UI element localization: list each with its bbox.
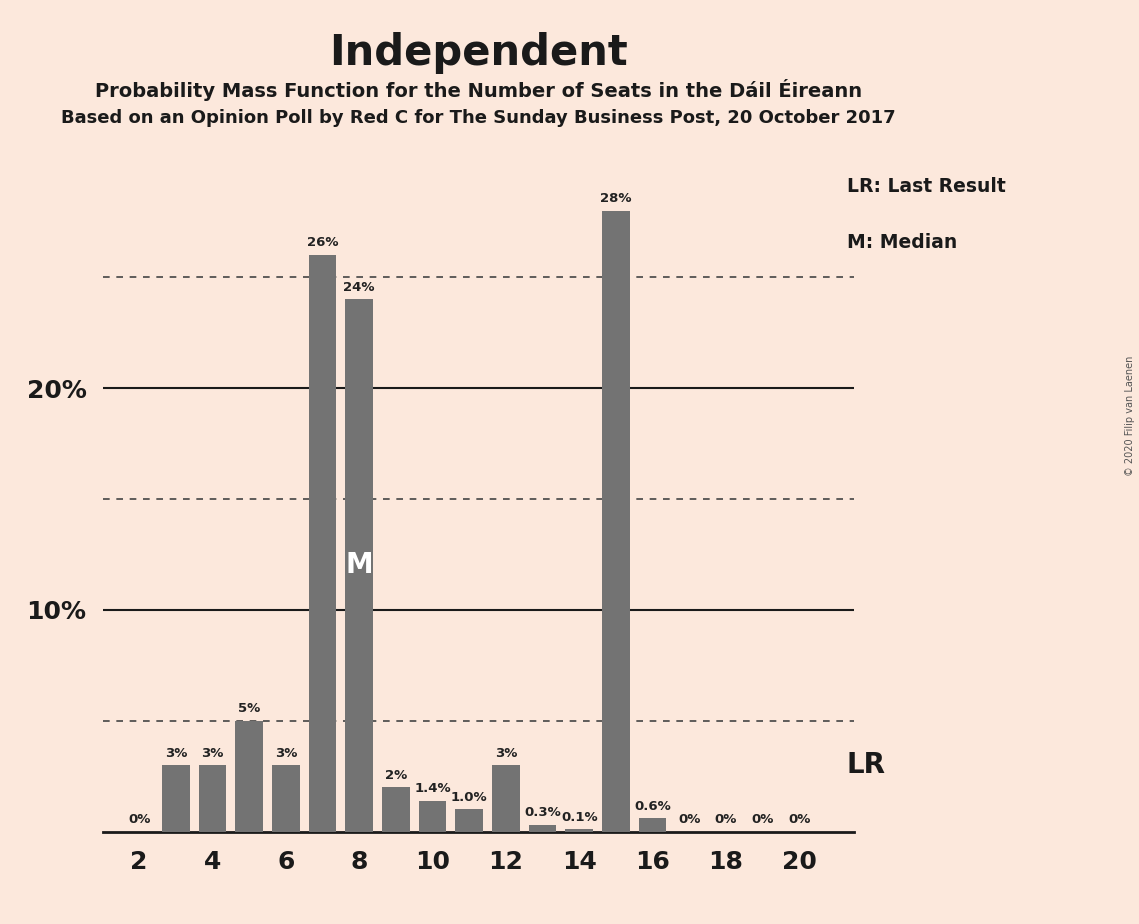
Text: 0.1%: 0.1%: [560, 811, 598, 824]
Text: 5%: 5%: [238, 702, 261, 715]
Bar: [419, 800, 446, 832]
Text: 0.3%: 0.3%: [524, 807, 560, 820]
Text: 0%: 0%: [752, 813, 773, 826]
Text: Probability Mass Function for the Number of Seats in the Dáil Éireann: Probability Mass Function for the Number…: [95, 79, 862, 101]
Bar: [309, 255, 336, 832]
Text: 0%: 0%: [678, 813, 700, 826]
Bar: [272, 765, 300, 832]
Text: LR: Last Result: LR: Last Result: [847, 177, 1006, 197]
Text: 1.0%: 1.0%: [451, 791, 487, 804]
Bar: [199, 765, 227, 832]
Bar: [236, 721, 263, 832]
Bar: [565, 830, 593, 832]
Text: 28%: 28%: [600, 192, 632, 205]
Text: 0.6%: 0.6%: [634, 800, 671, 813]
Bar: [528, 825, 556, 832]
Text: 3%: 3%: [494, 747, 517, 760]
Text: 24%: 24%: [344, 281, 375, 294]
Bar: [345, 299, 372, 832]
Text: 3%: 3%: [202, 747, 223, 760]
Text: 0%: 0%: [128, 813, 150, 826]
Text: 26%: 26%: [306, 237, 338, 249]
Text: 0%: 0%: [714, 813, 737, 826]
Bar: [603, 211, 630, 832]
Text: M: M: [345, 552, 372, 579]
Text: 3%: 3%: [274, 747, 297, 760]
Bar: [162, 765, 189, 832]
Bar: [382, 787, 410, 832]
Text: 2%: 2%: [385, 769, 407, 782]
Text: © 2020 Filip van Laenen: © 2020 Filip van Laenen: [1125, 356, 1134, 476]
Text: M: Median: M: Median: [847, 233, 957, 252]
Text: 1.4%: 1.4%: [415, 782, 451, 795]
Bar: [456, 809, 483, 832]
Text: LR: LR: [847, 751, 886, 779]
Text: 0%: 0%: [788, 813, 811, 826]
Text: Based on an Opinion Poll by Red C for The Sunday Business Post, 20 October 2017: Based on an Opinion Poll by Red C for Th…: [62, 109, 895, 127]
Text: 3%: 3%: [165, 747, 187, 760]
Bar: [639, 819, 666, 832]
Text: Independent: Independent: [329, 32, 628, 74]
Bar: [492, 765, 519, 832]
